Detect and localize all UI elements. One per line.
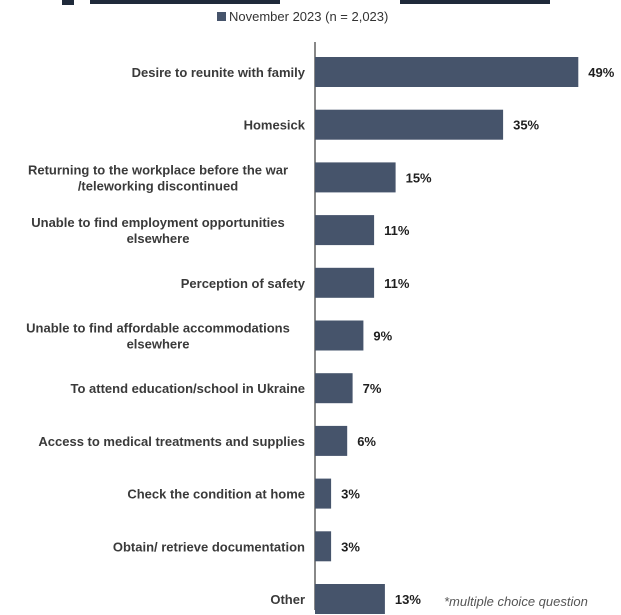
chart-title-fragment — [62, 0, 550, 5]
value-label: 11% — [384, 223, 410, 238]
category-label: To attend education/school in Ukraine — [70, 381, 305, 396]
bar — [315, 373, 353, 404]
category-label: Returning to the workplace before the wa… — [28, 162, 288, 177]
value-label: 9% — [373, 329, 392, 344]
bar — [315, 215, 375, 246]
annotation-note: *multiple choice question — [444, 594, 588, 609]
bar — [315, 478, 332, 509]
bar — [315, 109, 504, 140]
category-label: Desire to reunite with family — [132, 65, 306, 80]
value-label: 6% — [357, 434, 376, 449]
category-label: Access to medical treatments and supplie… — [38, 434, 305, 449]
value-label: 11% — [384, 276, 410, 291]
category-label: Perception of safety — [181, 276, 306, 291]
bar — [315, 584, 385, 614]
category-label: elsewhere — [127, 337, 190, 352]
bar — [315, 320, 364, 351]
category-label: Unable to find employment opportunities — [31, 215, 285, 230]
category-label: Homesick — [244, 118, 306, 133]
bar — [315, 162, 396, 193]
value-label: 3% — [341, 487, 360, 502]
value-label: 35% — [513, 118, 539, 133]
value-labels: 49% 35% 15% 11% 11% 9% 7% 6% 3% 3% 13% — [341, 65, 615, 607]
value-label: 7% — [363, 381, 382, 396]
category-label: /teleworking discontinued — [78, 178, 238, 193]
bar — [315, 425, 348, 456]
category-label: Check the condition at home — [127, 487, 305, 502]
value-label: 49% — [588, 65, 614, 80]
legend-label: November 2023 (n = 2,023) — [229, 9, 388, 24]
value-label: 3% — [341, 539, 360, 554]
value-label: 15% — [406, 170, 432, 185]
bar — [315, 267, 375, 298]
category-labels: Desire to reunite with family Homesick Ret… — [26, 65, 306, 607]
category-label: elsewhere — [127, 231, 190, 246]
bars — [315, 57, 579, 614]
value-label: 13% — [395, 592, 421, 607]
bar — [315, 531, 332, 562]
category-label: Other — [270, 592, 305, 607]
bar — [315, 57, 579, 87]
legend: November 2023 (n = 2,023) — [217, 9, 388, 24]
legend-swatch — [217, 12, 226, 21]
category-label: Unable to find affordable accommodations — [26, 321, 290, 336]
category-label: Obtain/ retrieve documentation — [113, 539, 305, 554]
